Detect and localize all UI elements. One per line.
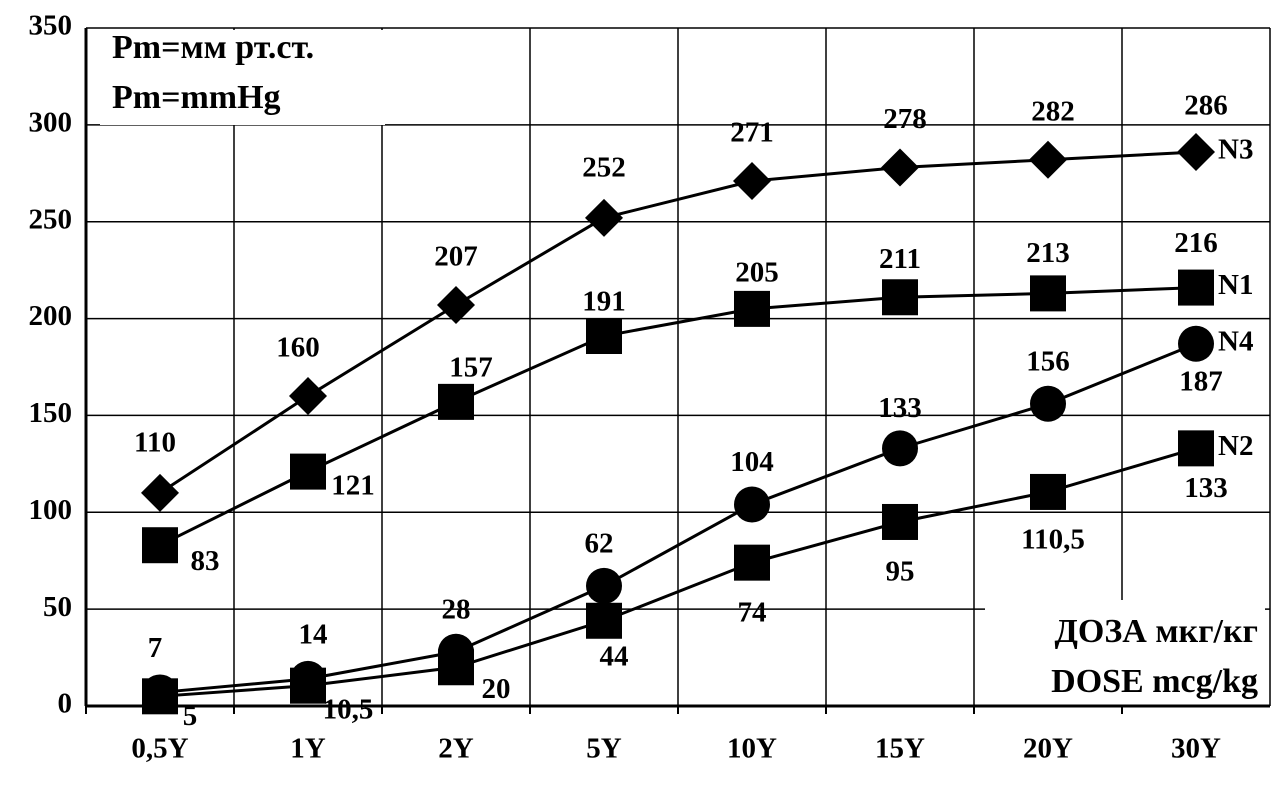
series-line xyxy=(159,286,1197,547)
marker-square xyxy=(882,503,918,540)
data-label: 62 xyxy=(585,528,614,560)
marker-square xyxy=(1178,269,1214,306)
x-tick-label: 1Y xyxy=(290,733,326,765)
y-tick-label: 50 xyxy=(43,591,72,623)
data-label: 5 xyxy=(183,700,198,732)
x-tick-label: 20Y xyxy=(1023,733,1073,765)
data-label: 133 xyxy=(878,392,922,424)
marker-circle xyxy=(882,430,918,467)
marker-square xyxy=(290,667,326,704)
x-tick-label: 15Y xyxy=(875,733,925,765)
annotation: ДОЗА мкг/кг xyxy=(1054,613,1258,650)
series-line xyxy=(159,150,1197,495)
annotation-box xyxy=(985,600,1265,710)
marker-square xyxy=(1030,473,1066,510)
marker-square xyxy=(1030,275,1066,312)
data-label: 252 xyxy=(582,151,626,183)
y-tick-label: 300 xyxy=(29,107,73,139)
data-label: 282 xyxy=(1031,95,1075,127)
data-label: 121 xyxy=(331,469,375,501)
marker-square xyxy=(438,649,474,686)
data-label: 207 xyxy=(434,241,478,273)
x-tick-label: 2Y xyxy=(438,733,474,765)
data-label: 216 xyxy=(1174,227,1218,259)
data-label: 156 xyxy=(1026,345,1070,377)
marker-square xyxy=(586,318,622,355)
marker-diamond xyxy=(585,198,623,237)
marker-diamond xyxy=(141,473,179,512)
data-label: 74 xyxy=(738,596,767,628)
y-tick-label: 0 xyxy=(58,688,73,720)
marker-diamond xyxy=(437,286,475,325)
series-name: N2 xyxy=(1218,430,1253,462)
data-label: 20 xyxy=(482,673,511,705)
series-name: N3 xyxy=(1218,134,1253,166)
marker-square xyxy=(142,527,178,564)
y-tick-label: 100 xyxy=(29,494,73,526)
series-line xyxy=(159,342,1197,694)
data-label: 133 xyxy=(1184,472,1228,504)
marker-diamond xyxy=(289,377,327,416)
data-label: 104 xyxy=(730,446,774,478)
marker-square xyxy=(586,602,622,639)
marker-square xyxy=(438,383,474,420)
data-label: 10,5 xyxy=(323,693,374,725)
x-tick-label: 30Y xyxy=(1171,733,1221,765)
marker-diamond xyxy=(881,148,919,187)
series-name: N1 xyxy=(1218,269,1253,301)
marker-square xyxy=(734,290,770,327)
data-label: 211 xyxy=(879,243,921,275)
data-label: 286 xyxy=(1184,90,1228,122)
marker-circle xyxy=(734,486,770,523)
marker-square xyxy=(734,544,770,581)
y-tick-label: 200 xyxy=(29,300,73,332)
data-label: 187 xyxy=(1179,365,1223,397)
marker-square xyxy=(142,678,178,715)
data-label: 44 xyxy=(600,640,629,672)
marker-circle xyxy=(586,567,622,604)
grid xyxy=(86,27,1271,707)
annotation: Pm=mmHg xyxy=(112,79,281,116)
series-name: N4 xyxy=(1218,325,1253,357)
marker-diamond xyxy=(1029,140,1067,179)
marker-square xyxy=(290,453,326,490)
marker-diamond xyxy=(733,162,771,201)
y-tick-label: 250 xyxy=(29,203,73,235)
data-label: 271 xyxy=(730,117,774,149)
series-line xyxy=(159,446,1197,698)
marker-diamond xyxy=(1177,132,1215,171)
data-label: 7 xyxy=(148,632,163,664)
data-label: 95 xyxy=(886,556,915,588)
data-label: 213 xyxy=(1026,237,1070,269)
annotation-box xyxy=(100,30,385,125)
x-tick-label: 5Y xyxy=(586,733,622,765)
data-label: 205 xyxy=(735,257,779,289)
marker-square xyxy=(882,279,918,316)
annotation: DOSE mcg/kg xyxy=(1051,663,1258,700)
y-tick-label: 350 xyxy=(29,10,73,42)
data-label: 28 xyxy=(442,593,471,625)
data-label: 110 xyxy=(134,427,176,459)
marker-circle xyxy=(1178,325,1214,362)
data-label: 157 xyxy=(449,352,493,384)
x-tick-label: 10Y xyxy=(727,733,777,765)
data-label: 191 xyxy=(582,286,626,318)
data-label: 160 xyxy=(276,332,320,364)
y-tick-label: 150 xyxy=(29,397,73,429)
marker-circle xyxy=(1030,385,1066,422)
x-tick-label: 0,5Y xyxy=(131,733,188,765)
data-label: 14 xyxy=(299,619,328,651)
data-label: 83 xyxy=(191,545,220,577)
data-label: 110,5 xyxy=(1021,524,1085,556)
data-label: 278 xyxy=(883,103,927,135)
annotation: Pm=мм рт.ст. xyxy=(112,29,314,66)
marker-square xyxy=(1178,430,1214,467)
